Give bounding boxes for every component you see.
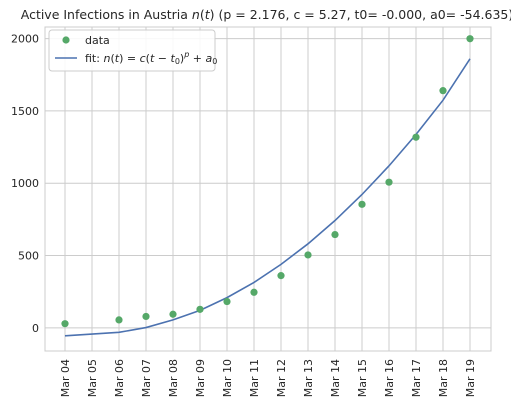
y-tick-labels: 0 500 1000 1500 2000: [11, 33, 39, 335]
x-tick-label: Mar 05: [86, 359, 99, 397]
data-point: [358, 200, 366, 208]
data-point: [466, 35, 474, 43]
x-tick-labels: Mar 04 Mar 05 Mar 06 Mar 07 Mar 08 Mar 09 Mar …: [59, 359, 477, 397]
y-tick-label: 500: [18, 250, 39, 263]
fit-line-layer: [64, 58, 471, 337]
data-point: [304, 251, 312, 259]
data-point: [331, 230, 339, 239]
grid-layer: [45, 27, 491, 351]
y-tick-label: 1500: [11, 105, 39, 118]
legend-box: [48, 29, 216, 72]
data-point: [61, 320, 69, 328]
fit-line: [64, 58, 471, 337]
y-tick-label: 2000: [11, 33, 39, 46]
data-point: [385, 178, 393, 186]
x-tick-label: Mar 06: [113, 359, 126, 397]
data-point: [277, 272, 285, 280]
data-point: [412, 133, 420, 141]
x-tick-label: Mar 10: [221, 359, 234, 397]
x-tick-label: Mar 07: [140, 359, 153, 397]
data-point: [196, 305, 204, 313]
data-point: [142, 312, 150, 321]
x-tick-label: Mar 19: [464, 359, 477, 397]
x-tick-label: Mar 08: [167, 359, 180, 397]
legend-data-label: data: [85, 34, 110, 47]
chart-title: Active Infections in Austria n(t) (p = 2…: [21, 7, 511, 22]
data-point: [223, 297, 231, 306]
legend-fit-label: fit: n(t) = c(t − t0)p + a0: [85, 50, 217, 66]
data-point: [439, 87, 447, 95]
x-tick-label: Mar 09: [194, 359, 207, 397]
data-point: [115, 316, 123, 324]
x-tick-label: Mar 15: [356, 359, 369, 397]
data-point-layer: [61, 35, 474, 328]
data-point: [169, 310, 177, 318]
x-tick-label: Mar 12: [275, 359, 288, 397]
x-tick-label: Mar 18: [437, 359, 450, 397]
legend-data-marker: [62, 36, 70, 44]
x-tick-label: Mar 16: [383, 359, 396, 397]
y-tick-label: 1000: [11, 177, 39, 190]
x-tick-label: Mar 13: [302, 359, 315, 397]
x-tick-label: Mar 04: [59, 359, 72, 397]
x-tick-label: Mar 14: [329, 359, 342, 397]
x-tick-label: Mar 11: [248, 359, 261, 397]
legend: data fit: n(t) = c(t − t0)p + a0: [48, 29, 217, 72]
y-tick-label: 0: [32, 322, 39, 335]
plot-frame: [44, 26, 492, 352]
x-tick-label: Mar 17: [410, 359, 423, 397]
data-point: [250, 288, 258, 296]
